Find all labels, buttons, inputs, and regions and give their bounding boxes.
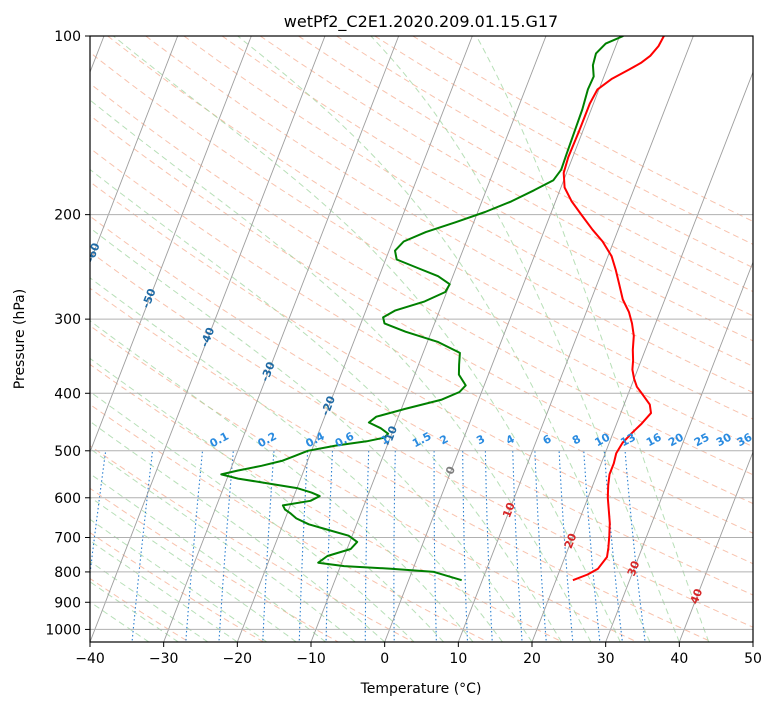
moist-adiabat-line bbox=[90, 357, 444, 642]
chart-title: wetPf2_C2E1.2020.209.01.15.G17 bbox=[284, 12, 558, 32]
y-tick-label: 200 bbox=[54, 208, 81, 224]
mixing-ratio-label: 36 bbox=[735, 430, 755, 449]
moist-adiabat-line bbox=[370, 36, 680, 642]
moist-adiabat-line bbox=[475, 36, 710, 642]
mixing-ratio-label: 30 bbox=[714, 430, 734, 449]
moist-adiabat-line bbox=[90, 320, 474, 642]
temperature-line bbox=[562, 36, 665, 582]
dry-adiabat-line bbox=[298, 36, 753, 293]
dry-adiabat-line bbox=[90, 215, 753, 596]
moist-adiabat-line bbox=[237, 36, 651, 642]
dry-adiabat-line bbox=[259, 36, 753, 317]
moist-adiabat-line bbox=[90, 448, 356, 642]
moist-adiabat-line bbox=[90, 420, 386, 642]
isotherm-grid bbox=[90, 36, 753, 642]
x-axis-label: Temperature (°C) bbox=[360, 681, 482, 697]
y-tick-label: 300 bbox=[54, 312, 81, 328]
profile-series bbox=[220, 36, 665, 582]
isotherm-line bbox=[605, 260, 753, 642]
dry-adiabat-line bbox=[90, 445, 414, 642]
x-tick-label: 30 bbox=[597, 651, 615, 667]
mixing-ratio-label: 20 bbox=[666, 430, 686, 449]
isotherm-line bbox=[90, 36, 252, 454]
isotherm-line bbox=[678, 450, 753, 642]
y-tick-label: 1000 bbox=[45, 622, 81, 638]
x-tick-label: 0 bbox=[380, 651, 389, 667]
y-tick-label: 600 bbox=[54, 491, 81, 507]
isotherm-line bbox=[531, 70, 753, 642]
moist-adiabat-line bbox=[90, 277, 503, 642]
mixing-ratio-label: 13 bbox=[618, 431, 638, 450]
mixing-ratio-label: 10 bbox=[593, 430, 613, 449]
x-tick-label: 40 bbox=[670, 651, 688, 667]
x-tick-label: 50 bbox=[744, 651, 762, 667]
x-tick-label: −40 bbox=[75, 651, 105, 667]
moist-adiabat-line bbox=[90, 99, 592, 642]
isotherm-line bbox=[384, 36, 621, 642]
dry-adiabat-line bbox=[90, 147, 753, 534]
isotherm-line bbox=[90, 36, 326, 642]
plot-area: -100-90-80-70-60-50-40-30-20-10010203040… bbox=[90, 36, 755, 642]
plot-frame bbox=[89, 35, 754, 643]
x-tick-label: 10 bbox=[449, 651, 467, 667]
moist-adiabats bbox=[90, 36, 710, 642]
x-tick-label: −20 bbox=[223, 651, 253, 667]
y-axis-ticks: 100 200 300 400 500 600 700 800 900 1000 bbox=[45, 29, 90, 638]
dewpoint-line bbox=[220, 36, 624, 582]
moist-adiabat-line bbox=[90, 227, 533, 642]
isotherm-line bbox=[457, 36, 694, 642]
y-tick-label: 100 bbox=[54, 29, 81, 45]
y-tick-label: 700 bbox=[54, 531, 81, 547]
y-tick-label: 900 bbox=[54, 595, 81, 611]
moist-adiabat-line bbox=[90, 391, 415, 642]
isotherm-label: 30 bbox=[625, 559, 643, 578]
isotherm-label: 20 bbox=[562, 531, 580, 550]
isobar-grid bbox=[90, 36, 753, 630]
x-tick-label: 20 bbox=[523, 651, 541, 667]
dry-adiabat-line bbox=[90, 114, 753, 505]
isotherm-line bbox=[90, 36, 179, 264]
x-tick-label: −10 bbox=[296, 651, 326, 667]
dry-adiabat-line bbox=[90, 181, 753, 565]
mixing-ratio-label: 16 bbox=[644, 430, 664, 449]
y-tick-label: 800 bbox=[54, 565, 81, 581]
moist-adiabat-line bbox=[113, 36, 621, 642]
isotherm-label: 40 bbox=[688, 587, 706, 606]
y-axis-label: Pressure (hPa) bbox=[12, 289, 28, 389]
isotherm-line bbox=[163, 36, 400, 642]
y-tick-label: 500 bbox=[54, 444, 81, 460]
y-tick-label: 400 bbox=[54, 386, 81, 402]
x-axis-ticks: −40 −30 −20 −10 0 10 20 30 40 50 bbox=[75, 642, 762, 667]
moist-adiabat-line bbox=[90, 601, 150, 642]
isotherm-line bbox=[236, 36, 473, 642]
mixing-ratio-label: 25 bbox=[692, 431, 712, 450]
isotherm-label: 10 bbox=[500, 500, 518, 519]
x-tick-label: −30 bbox=[149, 651, 179, 667]
